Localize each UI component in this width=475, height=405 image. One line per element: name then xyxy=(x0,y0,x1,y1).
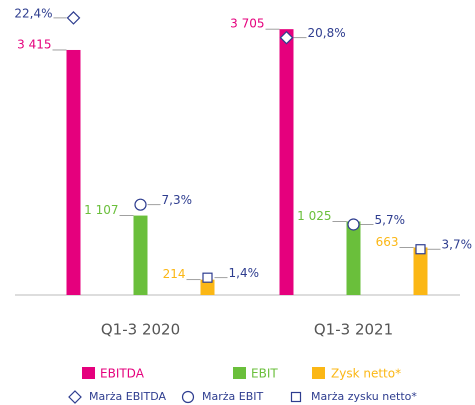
legend-label: Marża EBITDA xyxy=(89,390,167,403)
legend-label: Marża zysku netto* xyxy=(311,390,417,403)
margin-marker xyxy=(202,272,213,283)
margin-marker xyxy=(134,198,147,211)
x-tick-label: Q1-3 2020 xyxy=(101,321,180,339)
legend-swatch xyxy=(233,367,246,379)
value-label: 663 xyxy=(376,235,399,249)
value-label: 3 415 xyxy=(17,37,51,51)
value-label: 3 705 xyxy=(230,17,264,31)
margin-marker xyxy=(66,11,81,25)
value-label: 214 xyxy=(163,267,186,281)
bar xyxy=(200,279,215,295)
margin-label: 5,7% xyxy=(375,213,406,227)
legend-label: EBIT xyxy=(251,367,278,381)
legend-marker xyxy=(181,390,195,404)
bar xyxy=(133,215,148,295)
margin-label: 22,4% xyxy=(14,6,52,20)
legend-swatch xyxy=(312,367,325,379)
legend-marker xyxy=(68,390,82,404)
legend-marker xyxy=(290,391,302,403)
margin-label: 7,3% xyxy=(162,193,193,207)
margin-marker xyxy=(415,244,426,255)
margin-marker xyxy=(347,218,360,231)
bar xyxy=(279,29,294,295)
margin-label: 1,4% xyxy=(229,266,260,280)
value-label: 1 025 xyxy=(297,209,331,223)
bar xyxy=(413,247,428,295)
bar xyxy=(346,221,361,295)
legend-swatch xyxy=(82,367,95,379)
legend-label: Marża EBIT xyxy=(202,390,264,403)
margin-label: 20,8% xyxy=(308,26,346,40)
value-label: 1 107 xyxy=(84,203,118,217)
margin-label: 3,7% xyxy=(442,238,473,252)
bar xyxy=(66,49,81,295)
x-tick-label: Q1-3 2021 xyxy=(314,321,393,339)
legend-label: EBITDA xyxy=(100,367,145,381)
margin-marker xyxy=(279,30,294,45)
legend-label: Zysk netto* xyxy=(331,367,401,381)
